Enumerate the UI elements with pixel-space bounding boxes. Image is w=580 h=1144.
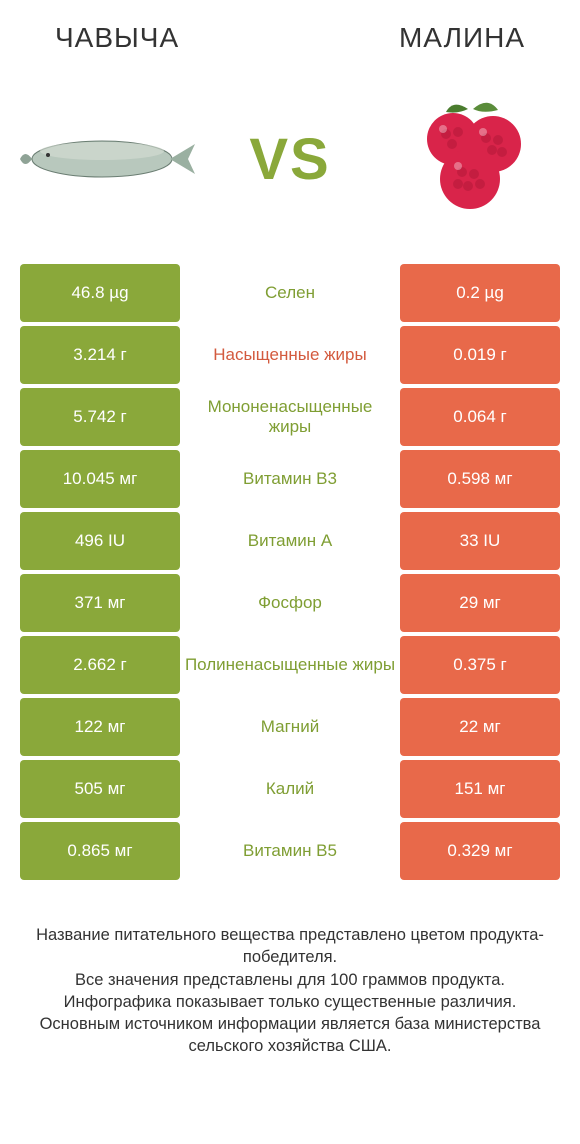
left-value: 122 мг [20,698,180,756]
comparison-table: 46.8 µgСелен0.2 µg3.214 гНасыщенные жиры… [0,264,580,880]
right-value: 0.064 г [400,388,560,446]
left-value: 46.8 µg [20,264,180,322]
right-value: 0.2 µg [400,264,560,322]
nutrient-name: Полиненасыщенные жиры [180,636,400,694]
nutrient-name: Витамин A [180,512,400,570]
nutrient-name: Витамин B3 [180,450,400,508]
footnote-line: Инфографика показывает только существенн… [20,991,560,1013]
table-row: 505 мгКалий151 мг [20,760,560,818]
table-row: 122 мгМагний22 мг [20,698,560,756]
footnote: Название питательного вещества представл… [0,884,580,1058]
vs-row: VS [0,64,580,264]
nutrient-name: Калий [180,760,400,818]
footnote-line: Все значения представлены для 100 граммо… [20,969,560,991]
nutrient-name: Насыщенные жиры [180,326,400,384]
table-row: 371 мгФосфор29 мг [20,574,560,632]
right-value: 33 IU [400,512,560,570]
left-value: 505 мг [20,760,180,818]
left-value: 10.045 мг [20,450,180,508]
nutrient-name: Витамин B5 [180,822,400,880]
left-value: 371 мг [20,574,180,632]
nutrient-name: Магний [180,698,400,756]
nutrient-name: Селен [180,264,400,322]
table-row: 5.742 гМононенасыщенные жиры0.064 г [20,388,560,446]
table-row: 2.662 гПолиненасыщенные жиры0.375 г [20,636,560,694]
footnote-line: Основным источником информации является … [20,1013,560,1058]
left-food-image [20,94,195,224]
left-value: 3.214 г [20,326,180,384]
vs-label: VS [249,126,330,193]
table-row: 3.214 гНасыщенные жиры0.019 г [20,326,560,384]
right-value: 0.019 г [400,326,560,384]
right-value: 0.375 г [400,636,560,694]
footnote-line: Название питательного вещества представл… [20,924,560,969]
right-value: 22 мг [400,698,560,756]
left-value: 496 IU [20,512,180,570]
left-food-title: ЧАВЫЧА [55,22,179,54]
nutrient-name: Фосфор [180,574,400,632]
right-value: 29 мг [400,574,560,632]
table-row: 46.8 µgСелен0.2 µg [20,264,560,322]
left-value: 2.662 г [20,636,180,694]
right-value: 151 мг [400,760,560,818]
table-row: 496 IUВитамин A33 IU [20,512,560,570]
right-value: 0.329 мг [400,822,560,880]
left-value: 5.742 г [20,388,180,446]
header: ЧАВЫЧА МАЛИНА [0,0,580,64]
right-food-image [385,94,560,224]
table-row: 10.045 мгВитамин B30.598 мг [20,450,560,508]
right-value: 0.598 мг [400,450,560,508]
nutrient-name: Мононенасыщенные жиры [180,388,400,446]
table-row: 0.865 мгВитамин B50.329 мг [20,822,560,880]
right-food-title: МАЛИНА [399,22,525,54]
left-value: 0.865 мг [20,822,180,880]
